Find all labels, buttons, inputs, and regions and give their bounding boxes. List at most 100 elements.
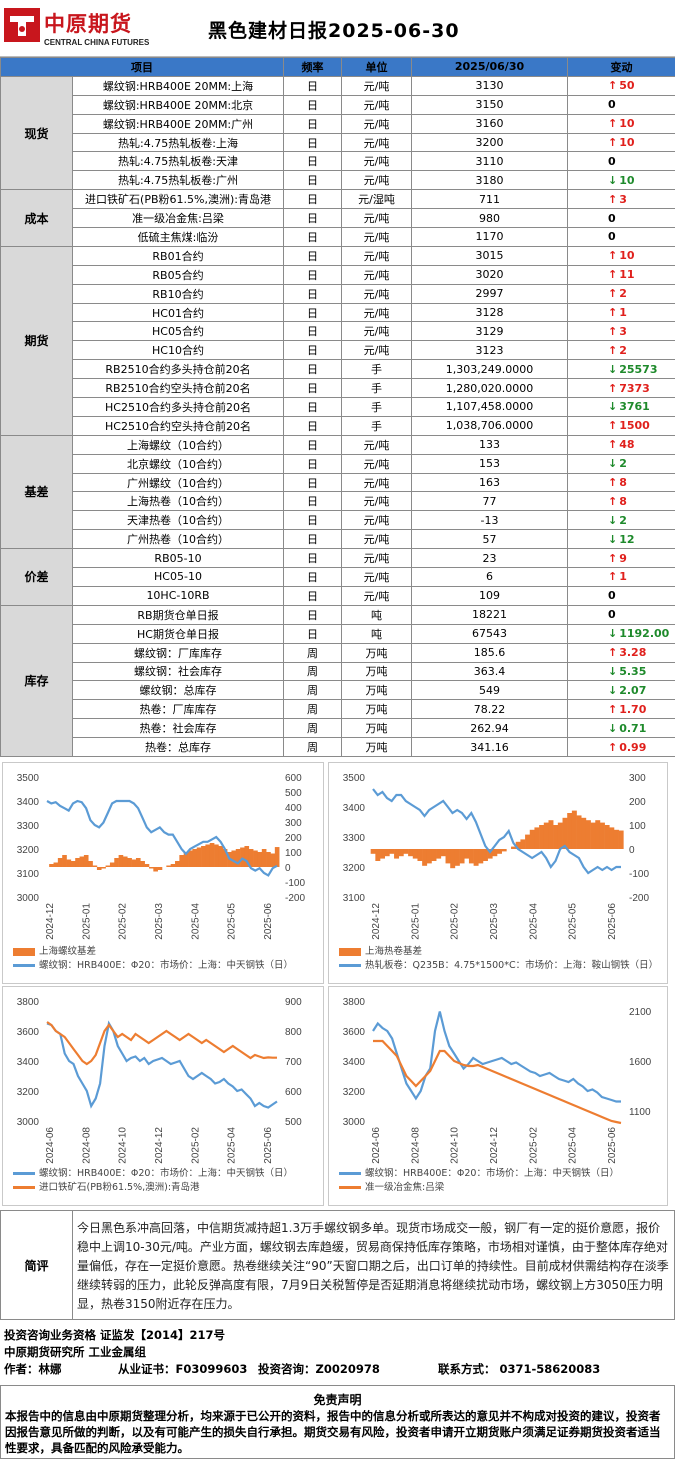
change-value: 2 [619,513,627,527]
frequency-cell: 周 [283,661,342,682]
table-row: 低硫主焦煤:临汾日元/吨 1170 0 [1,227,675,247]
right-tick-label: 900 [285,997,302,1008]
unit-cell: 手 [341,415,412,436]
basis-bar [604,825,610,849]
basis-bar [426,849,432,864]
basis-bar [445,849,451,864]
legend-label: 螺纹钢：HRB400E：Φ20：市场价：上海：中天钢铁（日） [39,1168,293,1179]
change-cell: ↑ 10 [567,132,675,153]
value-cell: 3020 [411,264,568,285]
unit-cell: 元/吨 [341,340,412,361]
change-value: 12 [619,532,635,546]
value-cell: 1170 [411,227,568,247]
unit-cell: 手 [341,378,412,399]
change-cell: 0 [567,227,675,247]
item-cell: 热卷：厂库库存 [72,699,284,720]
item-cell: RB10合约 [72,283,284,304]
frequency-cell: 日 [283,283,342,304]
basis-bar [188,850,193,867]
item-cell: 螺纹钢:HRB400E 20MM:广州 [72,113,284,134]
item-cell: 天津热卷（10合约） [72,510,284,531]
x-axis-label: 2024-12 [154,1127,165,1164]
table-row: HC2510合约空头持仓前20名日手 1,038,706.0000 ↑ 1500 [1,415,675,436]
unit-cell: 元/吨 [341,245,412,266]
change-cell: ↑ 50 [567,75,675,96]
frequency-cell: 周 [283,718,342,739]
x-axis-label: 2025-06 [263,903,274,940]
basis-bar [118,855,124,867]
table-row: 基差 上海螺纹（10合约）日元/吨 133 ↑ 48 [0,434,675,550]
left-tick-label: 3400 [17,797,40,808]
arrow-up-icon: ↑ [608,287,618,301]
basis-bar [450,849,456,869]
item-cell: 螺纹钢：社会库存 [72,661,284,682]
report-title: 黑色建材日报2025-06-30 [208,20,460,42]
right-tick-label: 800 [285,1027,302,1038]
basis-bar [214,844,219,867]
change-cell: ↓ 1192.00 [567,623,675,644]
unit-cell: 万吨 [341,737,412,757]
basis-bar [562,817,568,849]
x-axis-label: 2025-01 [81,903,92,940]
basis-bar [114,858,119,867]
table-row: 期货 RB01合约日元/吨 3015 ↑ 10 [0,245,675,436]
unit-cell: 元/吨 [341,132,412,153]
basis-bar [66,859,72,867]
item-cell: RB05合约 [72,264,284,285]
basis-bar [261,849,267,867]
author-certificate: 从业证书：F03099603 [118,1362,248,1376]
value-cell: 2997 [411,283,568,304]
value-cell: 363.4 [411,661,568,682]
commentary-text: 今日黑色系冲高回落，中信期货减持超1.3万手螺纹钢多单。现货市场成交一般，钢厂有… [77,1221,669,1311]
table-header-row: 项目 频率 单位 2025/06/30 变动 [0,57,675,77]
left-tick-label: 3300 [17,821,40,832]
x-axis-label: 2025-05 [227,903,238,940]
x-axis-label: 2024-08 [410,1127,421,1164]
unit-cell: 手 [341,397,412,417]
basis-bar [557,822,563,849]
frequency-cell: 日 [283,472,342,493]
x-axis-label: 2025-06 [263,1127,274,1164]
basis-bar [487,849,493,859]
right-tick-label: 2100 [629,1007,652,1018]
basis-bar [79,856,85,867]
frequency-cell: 日 [283,113,342,134]
value-cell: 1,107,458.0000 [411,397,568,417]
frequency-cell: 周 [283,642,342,663]
basis-bar [170,864,176,867]
basis-bar [539,825,545,849]
arrow-up-icon: ↑ [608,324,618,338]
unit-cell: 万吨 [341,661,412,682]
col-header-freq: 频率 [283,57,342,77]
change-cell: ↑ 9 [567,548,675,569]
x-axis-label: 2025-04 [528,903,539,940]
left-tick-label: 3600 [17,1027,40,1038]
frequency-cell: 日 [283,415,342,436]
right-tick-label: 700 [285,1057,302,1068]
right-tick-label: 200 [285,833,302,844]
frequency-cell: 日 [283,151,342,172]
value-cell: 3150 [411,94,568,115]
basis-bar [599,822,605,849]
change-cell: ↓ 3761 [567,397,675,417]
change-cell: ↓ 10 [567,170,675,191]
qualification-line: 投资咨询业务资格 证监发【2014】217号 [4,1328,226,1342]
value-cell: 3180 [411,170,568,191]
basis-bar [590,822,596,849]
unit-cell: 元/吨 [341,227,412,247]
right-tick-label: 600 [285,1087,302,1098]
arrow-down-icon: ↓ [608,683,618,697]
item-cell: RB2510合约空头持仓前20名 [72,378,284,399]
basis-bar [394,849,400,859]
item-cell: 10HC-10RB [72,585,284,606]
change-value: 10 [619,136,635,149]
unit-cell: 万吨 [341,642,412,663]
basis-bar [101,867,106,869]
value-cell: 78.22 [411,699,568,720]
chart-svg: 3500 3400 3300 3200 3100 300 200 100 0 -100 -200 20… [343,773,650,940]
basis-bar [436,849,442,859]
left-tick-label: 3800 [343,997,366,1008]
table-row: 库存 RB期货仓单日报日吨 18221 0 [0,604,675,757]
change-value: 10 [619,173,635,187]
change-cell: 0 [567,208,675,229]
